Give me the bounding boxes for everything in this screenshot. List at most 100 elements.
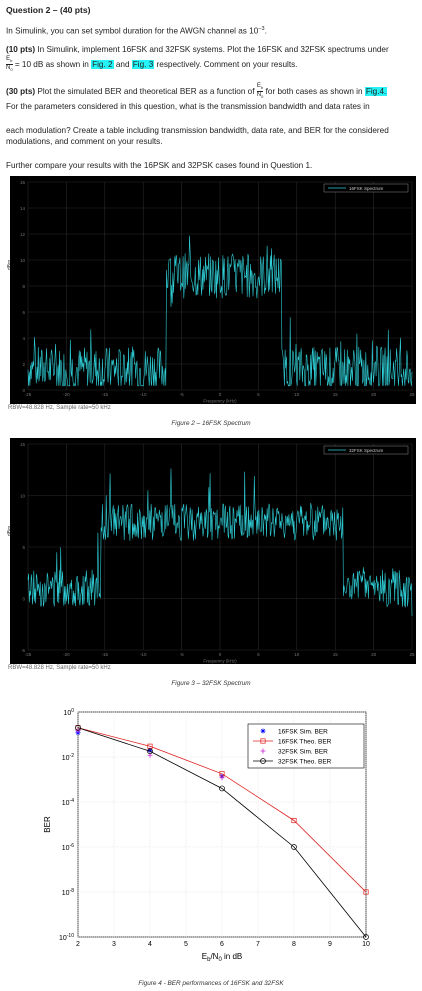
y-tick-label: 10 (20, 258, 26, 263)
x-tick-label: 4 (148, 941, 152, 948)
y-tick-label: 10-2 (62, 753, 74, 762)
legend-label: 16FSK Sim. BER (278, 729, 328, 736)
data-point (260, 748, 266, 754)
x-tick-label: 5 (257, 392, 260, 397)
x-tick-label: 8 (292, 941, 296, 948)
data-point (291, 817, 297, 824)
fig4-link[interactable]: Fig.4. (364, 86, 388, 96)
x-tick-label: -10 (140, 392, 147, 397)
intro-line: In Simulink, you can set symbol duration… (6, 24, 418, 37)
and-text: and (113, 59, 132, 69)
part2-points: (30 pts) (6, 86, 36, 96)
x-tick-label: 10 (362, 941, 370, 948)
x-axis-label: Eb/N0 in dB (202, 952, 243, 963)
data-point (219, 785, 225, 792)
y-axis-label: BER (43, 816, 52, 833)
legend-box (323, 183, 409, 193)
fig2-caption: Figure 2 – 16FSK Spectrum (171, 420, 251, 427)
part1-line1: (10 pts) In Simulink, implement 16FSK an… (6, 44, 418, 55)
n0-sub-2: 0 (261, 94, 264, 100)
part1-text-a: In Simulink, implement 16FSK and 32FSK s… (35, 45, 389, 54)
x-tick-label: 5 (184, 941, 188, 948)
x-tick-label: 0 (219, 652, 222, 657)
x-tick-label: -15 (102, 392, 109, 397)
legend-label: 16FSK Spectrum (349, 186, 384, 191)
legend-label: 32FSK Sim. BER (278, 749, 328, 756)
x-tick-label: -20 (63, 392, 70, 397)
fig2-link[interactable]: Fig. 2 (91, 59, 114, 69)
eb-sub-2: b (260, 85, 264, 91)
y-tick-label: 12 (20, 232, 26, 237)
y-tick-label: 10 (20, 494, 26, 499)
y-tick-label: -5 (21, 648, 25, 653)
x-tick-label: 2 (76, 941, 80, 948)
n0-symbol: N (6, 65, 11, 72)
x-tick-label: -10 (140, 652, 147, 657)
y-tick-label: 10-10 (59, 933, 74, 942)
y-tick-label: 14 (20, 206, 26, 211)
x-tick-label: 0 (219, 392, 222, 397)
data-point (291, 844, 297, 850)
x-tick-label: 10 (294, 652, 300, 657)
y-tick-label: 0 (22, 597, 25, 602)
part1-text-b: = 10 dB as shown in (12, 59, 92, 69)
x-axis-label: Frequency (kHz) (203, 659, 237, 664)
ebn0-fraction-2: Eb N0 (256, 83, 264, 100)
part1-points: (10 pts) (6, 45, 36, 54)
fig3-plot-bg: 15 10 5 0 -5 -25 -20 -15 -10 -5 0 5 10 15 20 25 Frequenc… (10, 438, 416, 664)
part4-text: Further compare your results with the 16… (6, 161, 313, 170)
y-tick-label: 2 (22, 362, 25, 367)
n0-sub: 0 (10, 67, 13, 73)
part1-text-c: respectively. Comment on your results. (154, 59, 298, 69)
eb-symbol-2: E (256, 83, 261, 89)
x-tick-label: 10 (294, 392, 300, 397)
data-point (260, 728, 266, 734)
x-tick-label: 6 (220, 941, 224, 948)
spectrum-trace (27, 235, 413, 387)
y-tick-label: 10-8 (62, 888, 74, 897)
y-tick-label: 5 (22, 545, 25, 550)
x-tick-label: 15 (333, 652, 339, 657)
part2-line1: (30 pts) Plot the simulated BER and theo… (6, 83, 418, 100)
part2-text-a: Plot the simulated BER and theoretical B… (35, 86, 257, 96)
series-line (77, 727, 367, 938)
data-point (260, 758, 266, 764)
intro-text: In Simulink, you can set symbol duration… (6, 26, 259, 36)
data-point (147, 747, 153, 753)
n0-symbol-2: N (256, 92, 262, 99)
legend-label: 32FSK Spectrum (349, 448, 384, 453)
y-tick-label: 6 (22, 310, 25, 315)
y-tick-label: 10-4 (62, 798, 74, 807)
fig4-caption: Figure 4 - BER performances of 16FSK and… (138, 980, 284, 987)
eb-symbol: E (6, 56, 11, 62)
x-tick-label: 25 (409, 652, 415, 657)
x-tick-label: -20 (63, 652, 70, 657)
x-tick-label: 5 (257, 652, 260, 657)
x-tick-label: -15 (102, 652, 109, 657)
part2-text-b: for both cases as shown in (263, 86, 365, 96)
fig2-rbw: RBW=48.828 Hz, Sample rate=50 kHz (8, 405, 111, 411)
data-point (363, 889, 369, 895)
x-tick-label: -5 (180, 392, 184, 397)
x-tick-label: 25 (409, 392, 415, 397)
intro-exponent: −3 (258, 26, 265, 32)
data-point (147, 748, 153, 755)
part2-line2: For the parameters considered in this qu… (6, 102, 370, 111)
series-line (77, 727, 367, 893)
eb-sub: b (10, 58, 13, 64)
x-tick-label: -5 (180, 652, 184, 657)
x-tick-label: -25 (25, 392, 32, 397)
x-tick-label: 3 (112, 941, 116, 948)
fig3-rbw: RBW=48.828 Hz, Sample rate=50 kHz (8, 665, 111, 671)
fig2-plot-bg: 16 14 12 10 8 6 4 2 0 -25 -20 -15 -10 -5 0 5 10 15 20 25 Fre… (10, 176, 416, 404)
x-tick-label: 15 (333, 392, 339, 397)
fig3-link[interactable]: Fig. 3 (131, 59, 155, 69)
intro-end: . (264, 26, 267, 36)
data-point (75, 724, 81, 731)
legend-box (323, 445, 409, 455)
x-tick-label: 20 (371, 652, 377, 657)
x-axis-label: Frequency (kHz) (203, 399, 237, 404)
ebn0-fraction: Eb N0 (6, 56, 13, 73)
part3-text: each modulation? Create a table includin… (6, 126, 389, 146)
